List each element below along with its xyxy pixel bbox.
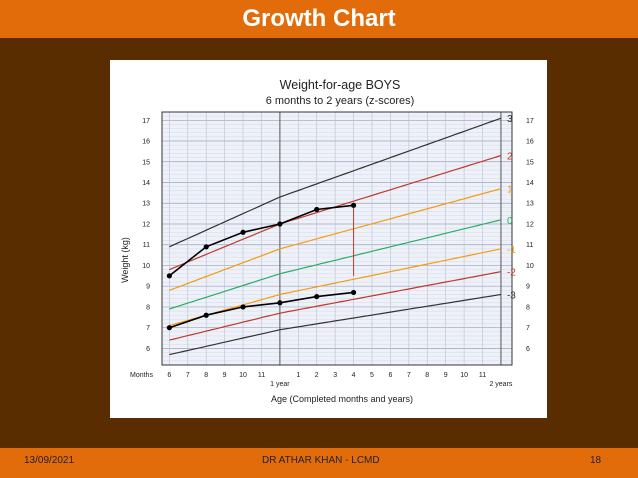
year-label: 1 year — [270, 381, 290, 388]
weight-data-point — [166, 273, 172, 279]
zscore-label: 0 — [507, 216, 513, 227]
x-tick-label: 7 — [186, 372, 190, 379]
y-tick-label: 13 — [526, 201, 534, 208]
weight-data-point — [203, 244, 209, 250]
y-tick-label: 15 — [526, 159, 534, 166]
weight-data-point — [240, 229, 246, 235]
x-tick-label: 11 — [258, 372, 265, 379]
y-tick-label: 11 — [526, 242, 533, 249]
y-tick-label: 6 — [146, 346, 150, 353]
x-row-label: Months — [130, 372, 153, 379]
y-tick-label: 10 — [142, 263, 150, 270]
y-tick-label: 15 — [142, 159, 150, 166]
x-tick-label: 6 — [167, 372, 171, 379]
weight-series-line — [168, 204, 354, 277]
zscore-label: -1 — [507, 245, 516, 256]
weight-data-point — [277, 300, 283, 306]
y-tick-label: 11 — [143, 242, 150, 249]
weight-data-point — [240, 304, 246, 310]
weight-data-point — [350, 289, 357, 296]
zscore-curve — [169, 271, 502, 341]
weight-series-line — [169, 291, 354, 329]
x-tick-label: 7 — [407, 372, 411, 379]
slide-title: Growth Chart — [242, 5, 396, 32]
plot-frame — [161, 111, 513, 366]
zscore-label: -2 — [507, 268, 516, 279]
y-tick-label: 16 — [142, 139, 150, 146]
y-tick-label: 17 — [526, 118, 534, 125]
y-tick-label: 13 — [142, 201, 150, 208]
y-tick-label: 6 — [526, 346, 530, 353]
x-tick-label: 10 — [460, 372, 468, 379]
y-tick-label: 14 — [142, 180, 150, 187]
growth-chart: Weight-for-age BOYS 6 months to 2 years … — [120, 78, 534, 404]
weight-data-point — [314, 206, 320, 213]
footer-author: DR ATHAR KHAN - LCMD — [262, 455, 380, 466]
zscore-curve — [169, 117, 502, 248]
footer-page-number: 18 — [590, 455, 602, 466]
zscore-label: 2 — [507, 152, 513, 163]
zscore-curve — [169, 188, 502, 291]
slide-title-bar: Growth Chart — [0, 0, 638, 38]
zscore-curve — [169, 219, 502, 310]
x-tick-label: 9 — [223, 372, 227, 379]
weight-data-point — [350, 202, 357, 208]
y-tick-label: 7 — [526, 325, 530, 332]
footer-date: 13/09/2021 — [24, 455, 75, 466]
zscore-label: -3 — [507, 290, 516, 301]
weight-data-point — [314, 293, 320, 300]
slide-footer: 13/09/2021 DR ATHAR KHAN - LCMD 18 — [0, 448, 638, 478]
growth-chart-card: Weight-for-age BOYS 6 months to 2 years … — [110, 60, 547, 418]
x-tick-label: 6 — [388, 372, 392, 379]
y-tick-label: 12 — [526, 221, 534, 228]
year-label: 2 years — [489, 381, 512, 388]
y-axis-label: Weight (kg) — [120, 237, 130, 283]
x-tick-label: 8 — [425, 372, 429, 379]
y-tick-label: 7 — [146, 325, 150, 332]
x-tick-label: 10 — [239, 372, 247, 379]
zscore-label: 3 — [507, 114, 513, 125]
x-tick-label: 4 — [352, 372, 356, 379]
x-tick-label: 5 — [370, 372, 374, 379]
x-tick-label: 8 — [204, 372, 208, 379]
x-tick-label: 1 — [296, 372, 300, 379]
zscore-curve — [169, 293, 501, 356]
y-tick-label: 12 — [142, 221, 150, 228]
x-tick-label: 3 — [333, 372, 337, 379]
x-tick-label: 11 — [479, 372, 486, 379]
y-tick-label: 17 — [142, 118, 150, 125]
y-tick-label: 16 — [526, 139, 534, 146]
weight-data-point — [203, 312, 209, 318]
x-tick-label: 9 — [444, 372, 448, 379]
weight-data-point — [166, 325, 172, 331]
y-tick-label: 9 — [146, 284, 150, 291]
y-tick-label: 9 — [526, 284, 530, 291]
chart-subtitle: 6 months to 2 years (z-scores) — [266, 95, 415, 107]
chart-title: Weight-for-age BOYS — [280, 78, 401, 92]
zscore-label: 1 — [507, 185, 513, 196]
zscore-curve — [169, 248, 502, 327]
x-axis-label: Age (Completed months and years) — [271, 394, 413, 404]
y-tick-label: 10 — [526, 263, 534, 270]
y-tick-label: 8 — [146, 304, 150, 311]
plot-background — [162, 112, 512, 365]
weight-data-point — [277, 221, 283, 227]
y-tick-label: 8 — [526, 304, 530, 311]
y-tick-label: 14 — [526, 180, 534, 187]
x-tick-label: 2 — [315, 372, 319, 379]
